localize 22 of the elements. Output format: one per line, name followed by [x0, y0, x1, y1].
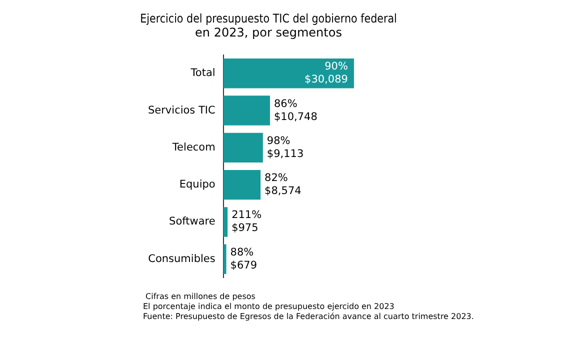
y-tick-label: Consumibles [148, 252, 216, 265]
y-tick-label: Servicios TIC [148, 104, 216, 116]
bar [223, 207, 228, 237]
y-tick-label: Equipo [179, 178, 216, 191]
data-label: 90% $30,089 [304, 60, 348, 86]
source-note: Fuente: Presupuesto de Egresos de la Federación avance al cuarto trimestre 2023. [143, 312, 475, 322]
text: El porcentaje indica el monto de presupuesto ejercido en 2023 [143, 302, 396, 312]
bar [223, 132, 263, 163]
data-label: 98% $9,113 [266, 134, 304, 160]
text: Cifras en millones de pesos [144, 292, 256, 302]
bar [223, 58, 354, 88]
bar [223, 170, 261, 200]
y-tick-label: Software [169, 216, 216, 228]
data-label: 88% $679 [230, 246, 258, 272]
bar [223, 244, 226, 274]
bar [223, 96, 270, 126]
y-tick-label: Telecom [171, 141, 216, 154]
data-label: 82% $8,574 [264, 172, 302, 198]
data-label: 86% $10,748 [274, 98, 318, 123]
y-tick-label: Total [190, 67, 216, 80]
chart-title: Ejercicio del presupuesto TIC del gobierno federal en 2023, por segmentos [140, 12, 397, 40]
data-label: 211% $975 [232, 209, 262, 234]
